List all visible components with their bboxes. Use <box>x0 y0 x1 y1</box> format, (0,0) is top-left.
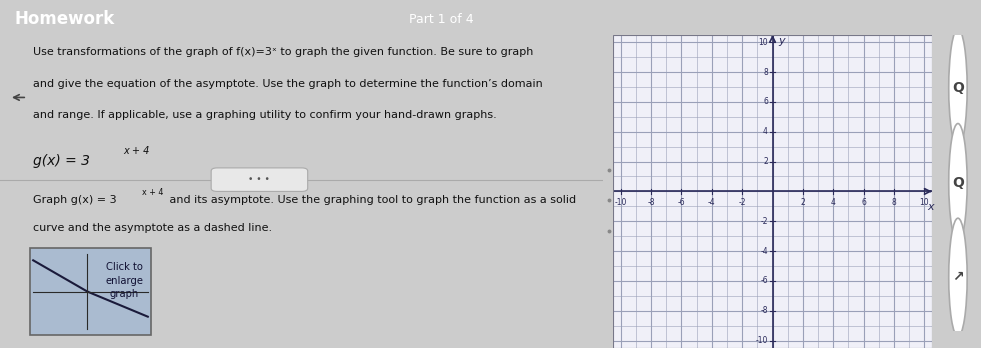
Bar <box>30 248 151 335</box>
Text: 6: 6 <box>861 198 866 207</box>
Text: -4: -4 <box>708 198 715 207</box>
Text: 8: 8 <box>892 198 897 207</box>
Text: 2: 2 <box>763 157 768 166</box>
Text: and its asymptote. Use the graphing tool to graph the function as a solid: and its asymptote. Use the graphing tool… <box>166 195 576 205</box>
Text: curve and the asymptote as a dashed line.: curve and the asymptote as a dashed line… <box>33 223 273 233</box>
Text: -10: -10 <box>755 336 768 345</box>
Text: x + 4: x + 4 <box>124 146 150 156</box>
Text: 10: 10 <box>758 38 768 47</box>
Text: Click to
enlarge
graph: Click to enlarge graph <box>106 262 143 299</box>
Text: y: y <box>779 36 785 46</box>
Text: 4: 4 <box>831 198 836 207</box>
Text: Homework: Homework <box>15 10 115 28</box>
Circle shape <box>949 218 967 337</box>
Text: 8: 8 <box>763 68 768 77</box>
Text: Graph g(x) = 3: Graph g(x) = 3 <box>33 195 117 205</box>
FancyBboxPatch shape <box>211 168 308 191</box>
Text: • • •: • • • <box>248 175 271 184</box>
Text: ↗: ↗ <box>953 270 963 284</box>
Text: 10: 10 <box>919 198 929 207</box>
Text: 2: 2 <box>800 198 805 207</box>
Text: x: x <box>927 202 934 212</box>
Text: and give the equation of the asymptote. Use the graph to determine the function’: and give the equation of the asymptote. … <box>33 79 542 89</box>
Text: -10: -10 <box>614 198 627 207</box>
Circle shape <box>949 29 967 147</box>
Circle shape <box>949 124 967 242</box>
Text: Q: Q <box>952 176 964 190</box>
Text: -4: -4 <box>760 246 768 255</box>
Text: -8: -8 <box>760 306 768 315</box>
Text: Part 1 of 4: Part 1 of 4 <box>409 13 474 26</box>
Text: and range. If applicable, use a graphing utility to confirm your hand-drawn grap: and range. If applicable, use a graphing… <box>33 110 497 120</box>
Text: -2: -2 <box>739 198 746 207</box>
Text: 6: 6 <box>763 97 768 106</box>
Text: -6: -6 <box>760 276 768 285</box>
Text: -6: -6 <box>678 198 686 207</box>
Text: g(x) = 3: g(x) = 3 <box>33 154 90 168</box>
Text: -8: -8 <box>647 198 655 207</box>
Text: x + 4: x + 4 <box>142 188 164 197</box>
Text: Q: Q <box>952 81 964 95</box>
Text: 4: 4 <box>763 127 768 136</box>
Text: Use transformations of the graph of f(x)=3ˣ to graph the given function. Be sure: Use transformations of the graph of f(x)… <box>33 47 534 57</box>
Text: -2: -2 <box>760 217 768 226</box>
